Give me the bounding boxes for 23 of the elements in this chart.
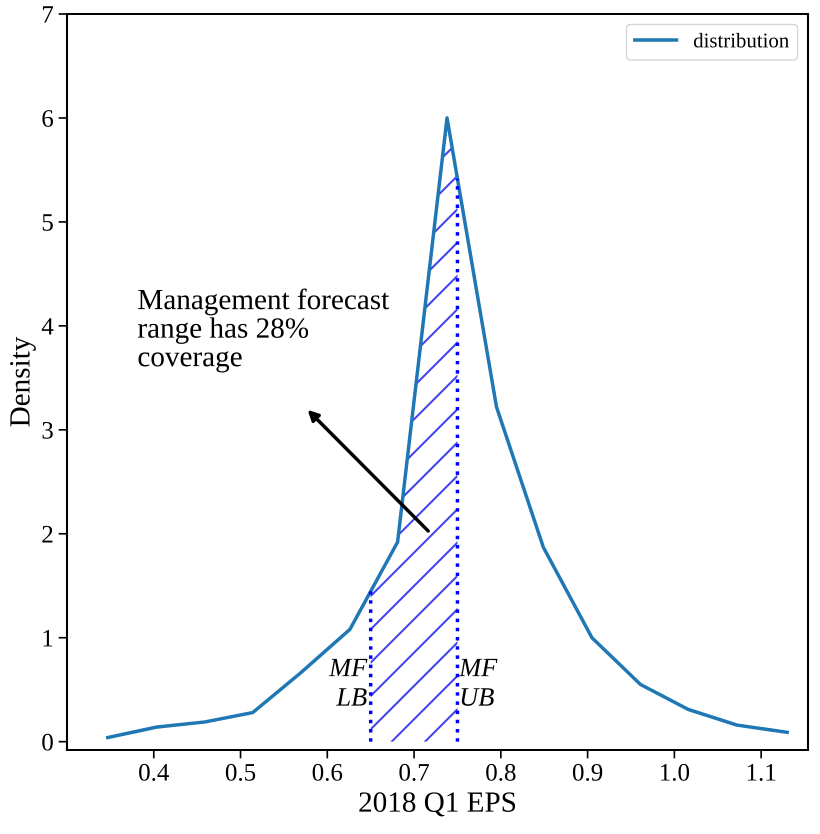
y-axis-title: Density — [10, 336, 36, 427]
x-tick-label: 1.1 — [748, 764, 776, 781]
legend-label: distribution — [694, 32, 789, 48]
x-tick-label: 0.8 — [486, 764, 516, 781]
x-tick-label: 0.7 — [399, 764, 429, 781]
x-tick-label: 0.5 — [226, 764, 256, 781]
x-tick-label: 0.4 — [139, 764, 170, 781]
x-axis-title: 2018 Q1 EPS — [359, 792, 516, 816]
x-tick-label: 0.9 — [572, 764, 602, 781]
y-tick-label: 0 — [42, 734, 53, 751]
y-tick-label: 4 — [42, 318, 54, 335]
ref-line-label: MF UB — [458, 658, 498, 706]
y-tick-label: 2 — [42, 526, 52, 542]
y-tick-label: 6 — [42, 110, 54, 127]
y-tick-label: 5 — [42, 214, 53, 231]
line-series — [106, 116, 789, 740]
y-tick-label: 7 — [42, 6, 54, 23]
annotation: Management forecast range has 28% coverage — [138, 288, 390, 372]
x-tick-label: 0.6 — [312, 764, 342, 781]
y-tick-label: 3 — [42, 422, 53, 439]
ref-line-label: MF LB — [328, 658, 368, 706]
y-tick-label: 1 — [44, 630, 52, 646]
x-tick-label: 1.0 — [660, 764, 690, 781]
